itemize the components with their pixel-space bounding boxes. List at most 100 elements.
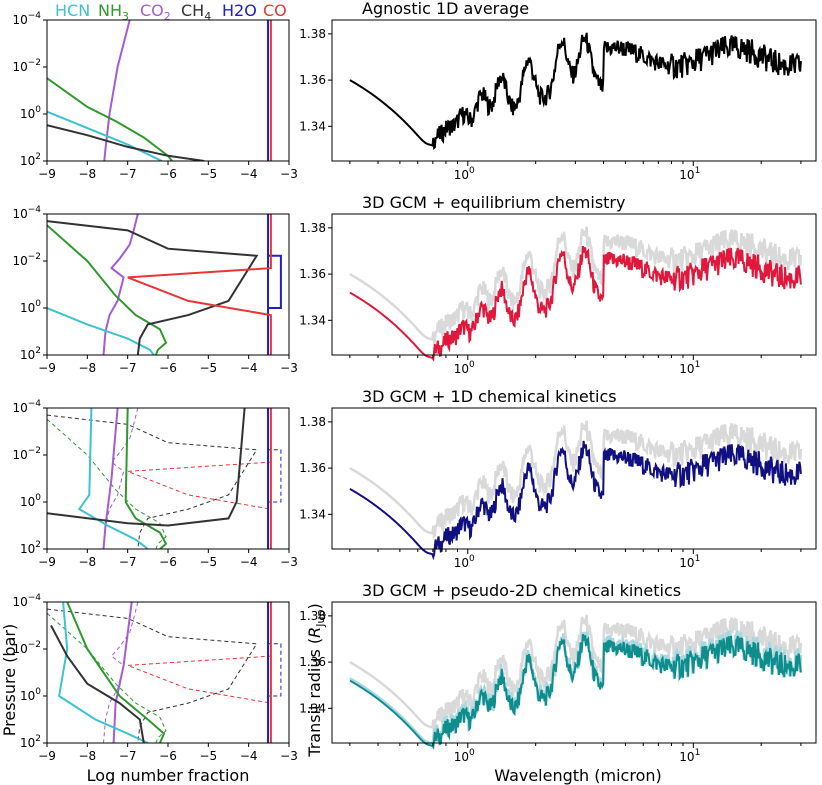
spectrum-ytick-label: 1.38 xyxy=(299,27,326,41)
panel-3: −9 −8 −7 −6 −5 −4 −3 10−4 10−2 100 102 3D GCM + 1D … xyxy=(12,387,817,570)
profile-xtick-label: −3 xyxy=(280,749,298,763)
spectrum-ytick-label: 1.38 xyxy=(299,415,326,429)
reference-profile-co xyxy=(127,408,272,549)
profile-xtick-label: −8 xyxy=(78,555,96,569)
profile-xtick-label: −4 xyxy=(240,361,258,375)
profile-ytick-label: 102 xyxy=(20,152,41,168)
profile-ytick-label: 10−2 xyxy=(12,252,41,268)
reference-profile-nh3 xyxy=(47,418,167,549)
profile-xtick-label: −9 xyxy=(38,749,56,763)
profile-frame xyxy=(46,213,290,356)
profile-xtick-label: −5 xyxy=(199,167,217,181)
profile-nh3 xyxy=(47,224,168,355)
spectrum-line xyxy=(349,440,802,561)
profile-xtick-label: −7 xyxy=(119,167,137,181)
spectrum-ytick-label: 1.36 xyxy=(299,73,326,87)
spectrum-ytick-label: 1.34 xyxy=(299,701,326,715)
spectrum-line xyxy=(349,32,802,150)
profile-ytick-label: 102 xyxy=(20,734,41,750)
spectrum-frame xyxy=(331,213,817,356)
profile-plot-2: −9 −8 −7 −6 −5 −4 −3 10−4 10−2 100 102 xyxy=(12,205,297,375)
profile-xtick-label: −3 xyxy=(280,167,298,181)
profile-ytick-label: 100 xyxy=(20,493,41,509)
profile-ytick-label: 10−2 xyxy=(12,640,41,656)
profile-frame xyxy=(46,601,290,744)
spectrum-frame xyxy=(331,601,817,744)
spectrum-ytick-label: 1.36 xyxy=(299,267,326,281)
profile-ytick-label: 100 xyxy=(20,105,41,121)
spectrum-ytick-label: 1.36 xyxy=(299,655,326,669)
profile-ch4 xyxy=(47,220,259,355)
profile-hcn xyxy=(47,307,155,355)
reference-profile-co xyxy=(127,602,272,743)
profile-ylabel: Pressure (bar) xyxy=(0,624,19,736)
profile-xtick-label: −7 xyxy=(119,749,137,763)
profile-h2o xyxy=(267,214,282,355)
spectrum-ytick-label: 1.34 xyxy=(299,119,326,133)
profile-xtick-label: −8 xyxy=(78,167,96,181)
profile-ytick-label: 10−4 xyxy=(12,399,41,415)
reference-profile-co2 xyxy=(103,408,139,549)
profile-nh3 xyxy=(124,408,168,549)
legend-co2: CO2 xyxy=(140,1,171,23)
panel-4: −9 −8 −7 −6 −5 −4 −3 10−4 10−2 100 102 3D GCM + pse… xyxy=(12,581,817,764)
profile-ch4 xyxy=(50,625,145,743)
profile-xtick-label: −4 xyxy=(240,749,258,763)
spectrum-plot-1: Agnostic 1D average 1.34 1.36 1.38 100 101 xyxy=(299,0,817,182)
legend-h2o: H2O xyxy=(222,1,257,20)
profile-ch4 xyxy=(47,408,246,527)
profile-ytick-label: 100 xyxy=(20,299,41,315)
profile-xtick-label: −9 xyxy=(38,167,56,181)
spectrum-xtick-label: 101 xyxy=(679,748,700,764)
profile-xtick-label: −6 xyxy=(159,167,177,181)
profile-hcn xyxy=(47,110,163,161)
profile-plot-3: −9 −8 −7 −6 −5 −4 −3 10−4 10−2 100 102 xyxy=(12,399,297,569)
species-legend: HCN NH3 CO2 CH4 H2O CO xyxy=(55,1,287,23)
panel-2: −9 −8 −7 −6 −5 −4 −3 10−4 10−2 100 102 3D GCM + equ… xyxy=(12,193,817,376)
profile-ytick-label: 10−2 xyxy=(12,446,41,462)
profile-ytick-label: 100 xyxy=(20,687,41,703)
profile-xtick-label: −7 xyxy=(119,555,137,569)
profile-co2 xyxy=(102,214,139,355)
profile-xtick-label: −9 xyxy=(38,361,56,375)
profile-xtick-label: −6 xyxy=(159,555,177,569)
profile-xlabel: Log number fraction xyxy=(87,766,250,785)
reference-spectrum xyxy=(349,226,803,345)
profile-xtick-label: −9 xyxy=(38,555,56,569)
profile-xtick-label: −3 xyxy=(280,361,298,375)
spectrum-ytick-label: 1.38 xyxy=(299,609,326,623)
spectrum-ytick-label: 1.34 xyxy=(299,313,326,327)
spectrum-title: Agnostic 1D average xyxy=(362,0,529,18)
spectrum-xtick-label: 101 xyxy=(679,166,700,182)
spectrum-plot-4: 3D GCM + pseudo-2D chemical kinetics 1.34… xyxy=(299,581,817,764)
profile-xtick-label: −7 xyxy=(119,361,137,375)
legend-ch4: CH4 xyxy=(181,1,211,23)
profile-plot-4: −9 −8 −7 −6 −5 −4 −3 10−4 10−2 100 102 xyxy=(12,593,297,763)
spectrum-plot-2: 3D GCM + equilibrium chemistry 1.34 1.36 1.… xyxy=(299,193,817,376)
profile-ytick-label: 102 xyxy=(20,540,41,556)
profile-xtick-label: −3 xyxy=(280,555,298,569)
spectrum-xtick-label: 100 xyxy=(454,166,475,182)
profile-xtick-label: −5 xyxy=(199,555,217,569)
profile-co2 xyxy=(102,408,119,549)
spectrum-xlabel: Wavelength (micron) xyxy=(494,766,661,785)
profile-xtick-label: −4 xyxy=(240,167,258,181)
spectrum-frame xyxy=(331,407,817,550)
profile-xtick-label: −6 xyxy=(159,749,177,763)
spectrum-xtick-label: 100 xyxy=(454,360,475,376)
profile-xtick-label: −5 xyxy=(199,749,217,763)
spectrum-title: 3D GCM + 1D chemical kinetics xyxy=(362,387,617,406)
profile-frame xyxy=(46,407,290,550)
spectrum-plot-3: 3D GCM + 1D chemical kinetics 1.34 1.36 1.3… xyxy=(299,387,817,570)
reference-spectrum xyxy=(349,614,803,733)
spectrum-title: 3D GCM + pseudo-2D chemical kinetics xyxy=(362,581,681,600)
profile-ytick-label: 10−4 xyxy=(12,593,41,609)
profile-xtick-label: −6 xyxy=(159,361,177,375)
panels: −9 −8 −7 −6 −5 −4 −3 10−4 10−2 100 102 Agnostic 1D … xyxy=(12,0,817,764)
profile-ytick-label: 10−4 xyxy=(12,11,41,27)
spectrum-ytick-label: 1.36 xyxy=(299,461,326,475)
profile-plot-1: −9 −8 −7 −6 −5 −4 −3 10−4 10−2 100 102 xyxy=(12,11,297,181)
reference-spectrum xyxy=(349,420,803,539)
reference-profile-nh3 xyxy=(47,612,167,743)
profile-hcn xyxy=(58,602,149,743)
